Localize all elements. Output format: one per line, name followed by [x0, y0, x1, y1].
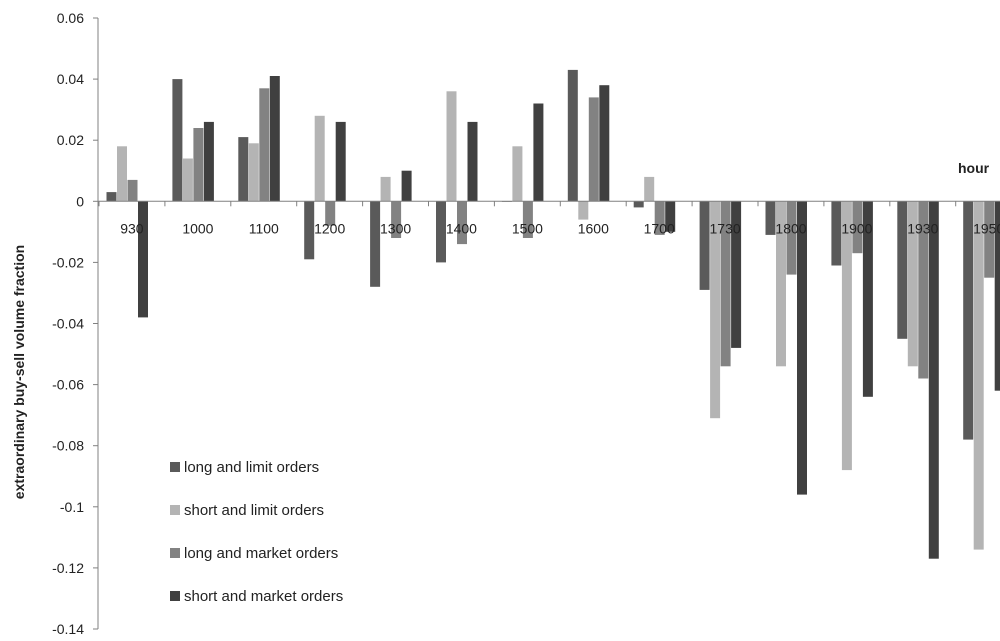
bar-2-1100 — [248, 143, 259, 202]
bar-1-930 — [106, 192, 117, 202]
y-tick-label: 0 — [76, 193, 84, 209]
y-ticks: 0.06 0.04 0.02 0 -0.02 -0.04 -0.06 -0.08 -0.1 -0.… — [52, 10, 98, 637]
bar-4-1930 — [928, 201, 939, 559]
bar-1-1400 — [436, 201, 446, 263]
bar-2-1400 — [446, 91, 457, 202]
y-tick-label: -0.14 — [52, 621, 84, 637]
x-tick-label: 1930 — [907, 220, 938, 236]
y-tick-label: -0.04 — [52, 316, 84, 332]
legend-label: short and market orders — [184, 588, 343, 605]
x-tick-label: 930 — [120, 220, 144, 236]
bar-3-1900 — [852, 201, 863, 254]
legend-swatch — [170, 591, 180, 601]
bar-4-1900 — [862, 201, 873, 397]
x-tick-label: 1900 — [841, 220, 872, 236]
bar-2-930 — [117, 146, 127, 202]
bar-3-1730 — [720, 201, 731, 367]
bar-2-1730 — [710, 201, 721, 419]
bar-2-1000 — [182, 158, 193, 202]
bar-3-1200 — [325, 201, 336, 226]
x-tick-label: 1730 — [710, 220, 741, 236]
bar-1-1930 — [897, 201, 908, 339]
bar-3-1400 — [457, 201, 467, 245]
legend-label: long and limit orders — [184, 459, 319, 476]
bar-2-1950 — [973, 201, 984, 550]
x-tick-label: 1200 — [314, 220, 345, 236]
bar-3-1500 — [522, 201, 533, 238]
x-tick-label: 1500 — [512, 220, 543, 236]
legend-swatch — [170, 505, 180, 515]
bar-3-930 — [127, 179, 138, 202]
bar-4-1730 — [731, 201, 742, 348]
bar-2-1600 — [578, 201, 589, 220]
bar-4-1200 — [335, 121, 346, 202]
y-tick-label: -0.12 — [52, 560, 84, 576]
y-tick-label: -0.02 — [52, 254, 84, 270]
bar-3-1700 — [654, 201, 665, 235]
bar-1-1200 — [304, 201, 315, 260]
bar-4-1950 — [994, 201, 1000, 391]
y-tick-label: -0.1 — [60, 499, 84, 515]
bar-2-1300 — [380, 176, 391, 202]
y-tick-label: 0.06 — [57, 10, 84, 26]
bar-3-1800 — [786, 201, 797, 275]
y-tick-label: -0.08 — [52, 438, 84, 454]
x-tick-label: 1600 — [578, 220, 609, 236]
bar-1-1600 — [567, 69, 578, 202]
bar-1-1000 — [172, 79, 183, 202]
bar-4-1500 — [533, 103, 544, 202]
bar-3-1600 — [588, 97, 599, 202]
bar-4-1300 — [401, 170, 412, 202]
bar-1-1700 — [633, 201, 644, 208]
bar-3-1300 — [391, 201, 402, 238]
bar-1-1950 — [963, 201, 974, 440]
bar-1-1800 — [765, 201, 776, 235]
bar-4-1100 — [269, 76, 280, 202]
x-tick-labels: 930 1000 1100 1200 1300 1400 1500 1600 1700 1730 1… — [98, 201, 1000, 236]
bar-2-1930 — [907, 201, 918, 367]
legend-swatch — [170, 462, 180, 472]
bar-3-1930 — [918, 201, 929, 379]
bar-2-1500 — [512, 146, 523, 202]
y-axis-title: extraordinary buy-sell volume fraction — [11, 245, 27, 499]
bar-4-1000 — [203, 121, 214, 202]
x-tick-label: 1100 — [249, 220, 279, 236]
bar-4-930 — [138, 201, 148, 318]
x-tick-label: 1700 — [644, 220, 675, 236]
bar-2-1800 — [776, 201, 786, 367]
y-tick-label: 0.02 — [57, 132, 84, 148]
bar-4-1400 — [467, 121, 478, 202]
bar-3-1100 — [259, 88, 270, 202]
bar-1-1730 — [699, 201, 710, 290]
bar-3-1950 — [984, 201, 995, 278]
bar-3-1000 — [193, 128, 204, 202]
y-tick-label: -0.06 — [52, 377, 84, 393]
y-tick-label: 0.04 — [57, 71, 84, 87]
bars — [106, 69, 1000, 559]
bar-1-1100 — [238, 137, 249, 202]
x-tick-label: 1400 — [446, 220, 477, 236]
legend-label: short and limit orders — [184, 502, 324, 519]
bar-2-1200 — [314, 115, 325, 202]
legend-swatch — [170, 548, 180, 558]
legend: long and limit orders short and limit ord… — [170, 459, 343, 605]
bar-4-1800 — [797, 201, 807, 495]
bar-2-1700 — [644, 176, 655, 202]
x-tick-label: 1950 — [973, 220, 1000, 236]
x-axis-title: hour — [958, 160, 990, 176]
bar-1-1900 — [831, 201, 842, 266]
bar-1-1300 — [370, 201, 381, 287]
legend-label: long and market orders — [184, 545, 338, 562]
bar-4-1700 — [665, 201, 676, 232]
bar-2-1900 — [841, 201, 852, 471]
bar-4-1600 — [599, 85, 610, 202]
x-tick-label: 1000 — [182, 220, 213, 236]
x-tick-label: 1300 — [380, 220, 411, 236]
x-tick-label: 1800 — [775, 220, 806, 236]
